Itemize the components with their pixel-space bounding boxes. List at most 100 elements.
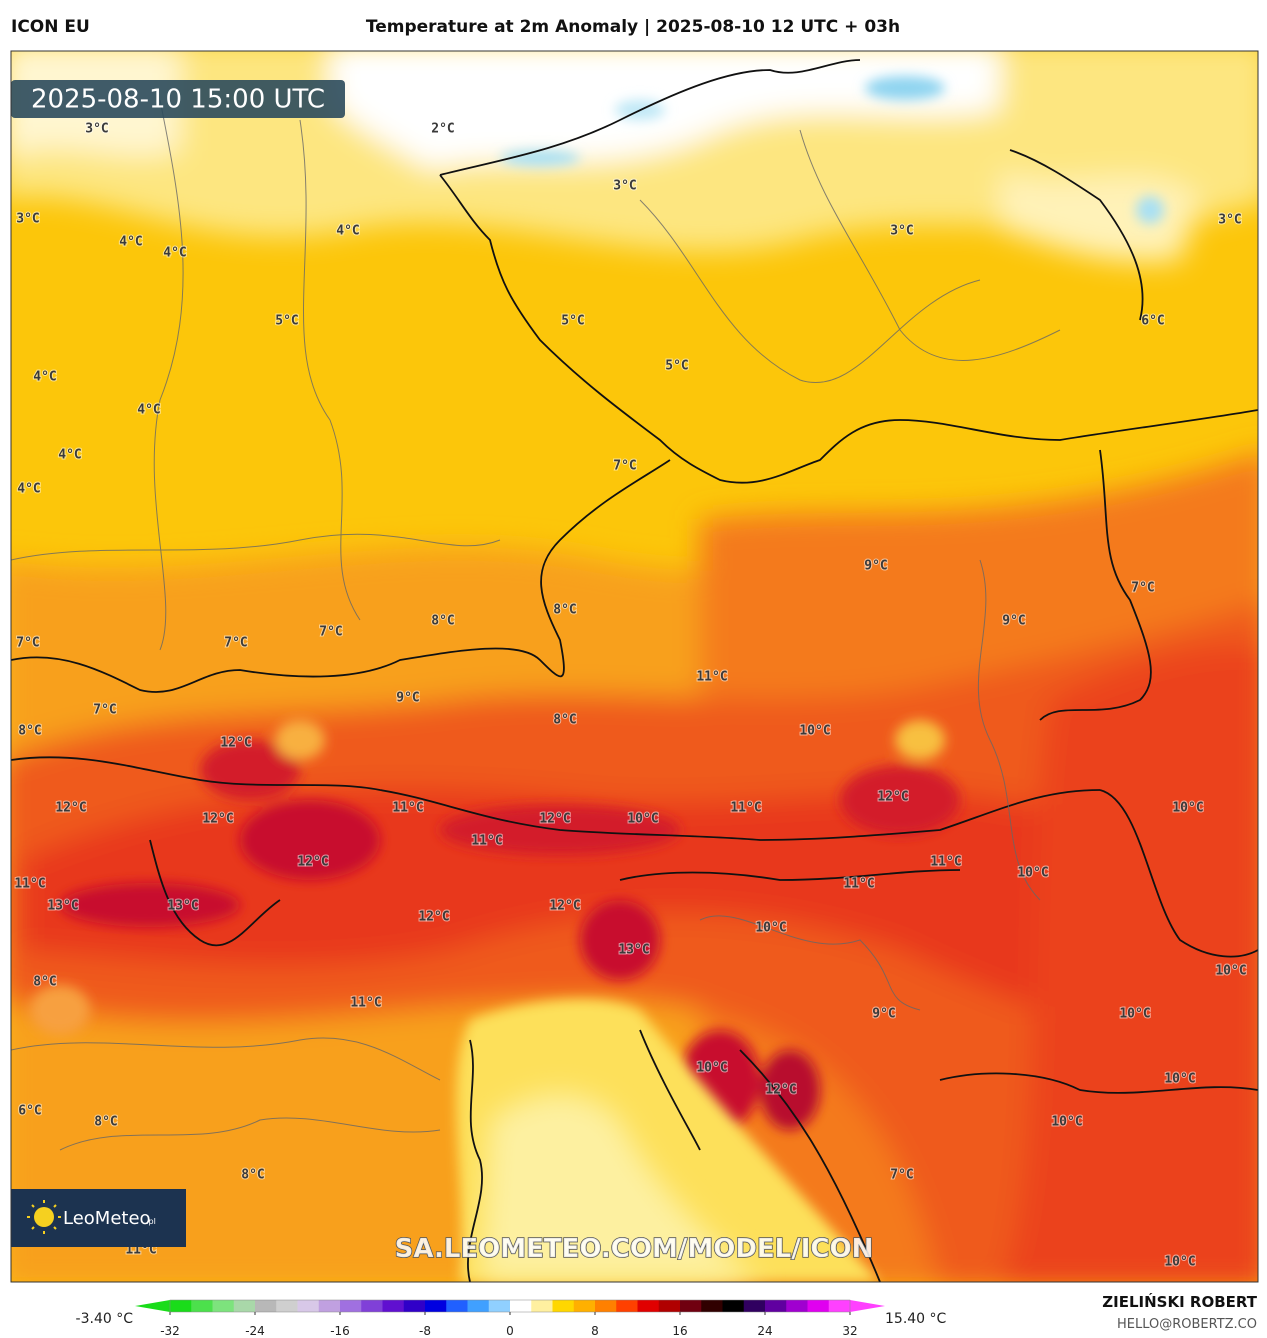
contour-labels: 3°C 2°C 3°C 3°C 3°C 3°C 4°C 4°C 4°C 5°C 5°C 6°C 5°C 4… (13, 121, 1247, 1271)
contour-label: 3°C (16, 212, 39, 227)
contour-label: 8°C (18, 724, 41, 739)
contour-label: 11°C (350, 996, 381, 1011)
colorbar-segment (297, 1300, 320, 1312)
contour-label: 2°C (431, 122, 454, 137)
contour-label: 13°C (47, 899, 78, 914)
adriatic-core (480, 1093, 760, 1282)
colorbar-segment (765, 1300, 787, 1312)
contour-label: 4°C (163, 246, 186, 261)
contour-label: 8°C (431, 614, 454, 629)
colorbar-segment (552, 1300, 575, 1312)
colorbar: -32 -24 -16 -8 0 8 16 24 32 (135, 1299, 885, 1338)
colorbar-tick-label: 16 (672, 1324, 687, 1338)
colorbar-arrow-low (135, 1300, 170, 1312)
colorbar-segment (807, 1300, 830, 1312)
watermark: SA.LEOMETEO.COM/MODEL/ICON (395, 1234, 874, 1264)
contour-label: 12°C (418, 910, 449, 925)
contour-label: 8°C (33, 975, 56, 990)
contour-label: 7°C (319, 625, 342, 640)
contour-label: 11°C (730, 801, 761, 816)
colorbar-segment (531, 1300, 553, 1312)
map-frame (10, 50, 1259, 1283)
contour-label: 10°C (1172, 801, 1203, 816)
contour-label: 8°C (94, 1115, 117, 1130)
colorbar-max-label: 15.40 °C (885, 1311, 947, 1327)
contour-label: 5°C (665, 359, 688, 374)
colorbar-tick-label: -16 (330, 1324, 350, 1338)
colorbar-segment (191, 1300, 213, 1312)
contour-label: 10°C (1051, 1115, 1082, 1130)
contour-label: 5°C (275, 314, 298, 329)
contour-label: 10°C (696, 1061, 727, 1076)
colorbar-tick-label: 32 (842, 1324, 857, 1338)
colorbar-segment (701, 1300, 723, 1312)
contour-label: 7°C (613, 459, 636, 474)
colorbar-segment (212, 1300, 235, 1312)
logo-suffix: .pl (146, 1217, 156, 1226)
colorbar-segment (446, 1300, 468, 1312)
contour-label: 10°C (1164, 1072, 1195, 1087)
contour-label: 5°C (561, 314, 584, 329)
contour-label: 8°C (553, 603, 576, 618)
colorbar-segment (743, 1300, 766, 1312)
time-box (11, 80, 345, 118)
contour-label: 12°C (877, 790, 908, 805)
contour-label: 11°C (471, 834, 502, 849)
colorbar-segment (595, 1300, 617, 1312)
contour-label: 3°C (85, 122, 108, 137)
colorbar-segment (573, 1300, 596, 1312)
colorbar-segment (658, 1300, 681, 1312)
colorbar-segment (637, 1300, 660, 1312)
contour-label: 4°C (336, 224, 359, 239)
contour-label: 7°C (16, 636, 39, 651)
contour-label: 6°C (18, 1104, 41, 1119)
map-title: Temperature at 2m Anomaly | 2025-08-10 1… (366, 17, 900, 37)
colorbar-segment (361, 1300, 383, 1312)
contour-label: 12°C (549, 899, 580, 914)
cold-spots (500, 76, 1164, 224)
contour-label: 11°C (696, 670, 727, 685)
contour-label: 11°C (392, 801, 423, 816)
colorbar-segment (616, 1300, 638, 1312)
colorbar-segment (255, 1300, 277, 1312)
colorbar-arrow-high (850, 1300, 885, 1312)
colorbar-segment (510, 1300, 532, 1312)
contour-label: 7°C (1131, 581, 1154, 596)
colorbar-min-label: -3.40 °C (76, 1311, 134, 1327)
logo-text: LeoMeteo (63, 1208, 151, 1229)
contour-label: 12°C (55, 801, 86, 816)
contour-label: 7°C (93, 703, 116, 718)
colorbar-segment (382, 1300, 405, 1312)
colorbar-segment (786, 1300, 808, 1312)
contour-label: 7°C (890, 1168, 913, 1183)
colorbar-segment (170, 1300, 192, 1312)
contour-label: 8°C (553, 713, 576, 728)
contour-label: 10°C (1215, 964, 1246, 979)
contour-label: 9°C (872, 1007, 895, 1022)
contour-label: 9°C (396, 691, 419, 706)
contour-label: 12°C (220, 736, 251, 751)
logo-sun (34, 1207, 54, 1227)
author: ZIELIŃSKI ROBERT (1102, 1292, 1257, 1311)
contour-label: 3°C (613, 179, 636, 194)
contour-label: 10°C (1017, 866, 1048, 881)
contour-label: 6°C (1141, 314, 1164, 329)
colorbar-tick-label: 0 (506, 1324, 514, 1338)
contour-label: 10°C (627, 812, 658, 827)
valid-time: 2025-08-10 15:00 UTC (31, 85, 325, 115)
colorbar-tick-label: 8 (591, 1324, 599, 1338)
colorbar-segment (680, 1300, 702, 1312)
region-borders (11, 99, 1061, 1151)
contour-label: 11°C (843, 877, 874, 892)
colorbar-segment (467, 1300, 490, 1312)
contour-label: 3°C (1218, 213, 1241, 228)
contour-label: 10°C (799, 724, 830, 739)
contour-label: 4°C (58, 448, 81, 463)
contour-label: 10°C (755, 921, 786, 936)
colorbar-segment (340, 1300, 362, 1312)
colorbar-segment (276, 1300, 298, 1312)
contour-label: 8°C (241, 1168, 264, 1183)
colorbar-tick-label: -32 (160, 1324, 180, 1338)
